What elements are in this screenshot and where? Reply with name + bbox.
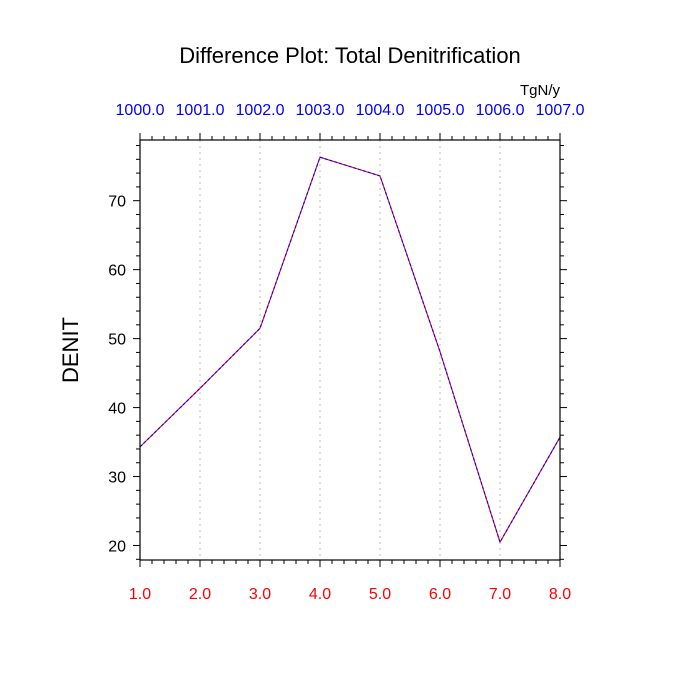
bottom-axis-labels: 1.0 2.0 3.0 4.0 5.0 6.0 7.0 8.0: [129, 586, 571, 603]
units-label: TgN/y: [520, 82, 561, 99]
bottom-tick-label: 4.0: [309, 586, 331, 603]
series-line-red: [139, 156, 561, 544]
bottom-tick-label: 1.0: [129, 586, 151, 603]
y-tick-label: 30: [108, 470, 126, 487]
top-tick-label: 1003.0: [296, 102, 345, 119]
top-tick-label: 1001.0: [176, 102, 225, 119]
chart-title: Difference Plot: Total Denitrification: [179, 43, 521, 68]
y-tick-label: 20: [108, 539, 126, 556]
top-tick-label: 1004.0: [356, 102, 405, 119]
y-axis-label: DENIT: [58, 317, 83, 383]
y-axis-labels: 20 30 40 50 60 70: [108, 194, 126, 556]
bottom-tick-label: 5.0: [369, 586, 391, 603]
bottom-tick-label: 7.0: [489, 586, 511, 603]
y-tick-label: 70: [108, 194, 126, 211]
y-tick-label: 50: [108, 332, 126, 349]
top-tick-label: 1007.0: [536, 102, 585, 119]
top-tick-label: 1000.0: [116, 102, 165, 119]
bottom-tick-label: 8.0: [549, 586, 571, 603]
top-tick-label: 1006.0: [476, 102, 525, 119]
top-tick-label: 1002.0: [236, 102, 285, 119]
data-series: [139, 156, 561, 544]
axis-ticks: [133, 133, 567, 567]
y-tick-label: 40: [108, 401, 126, 418]
top-tick-label: 1005.0: [416, 102, 465, 119]
bottom-tick-label: 3.0: [249, 586, 271, 603]
bottom-tick-label: 6.0: [429, 586, 451, 603]
top-axis-labels: 1000.0 1001.0 1002.0 1003.0 1004.0 1005.0 1006…: [116, 102, 585, 119]
grid-lines: [199, 140, 501, 560]
y-tick-label: 60: [108, 263, 126, 280]
bottom-tick-label: 2.0: [189, 586, 211, 603]
series-line-blue: [139, 156, 561, 544]
plot-frame: [139, 139, 561, 561]
